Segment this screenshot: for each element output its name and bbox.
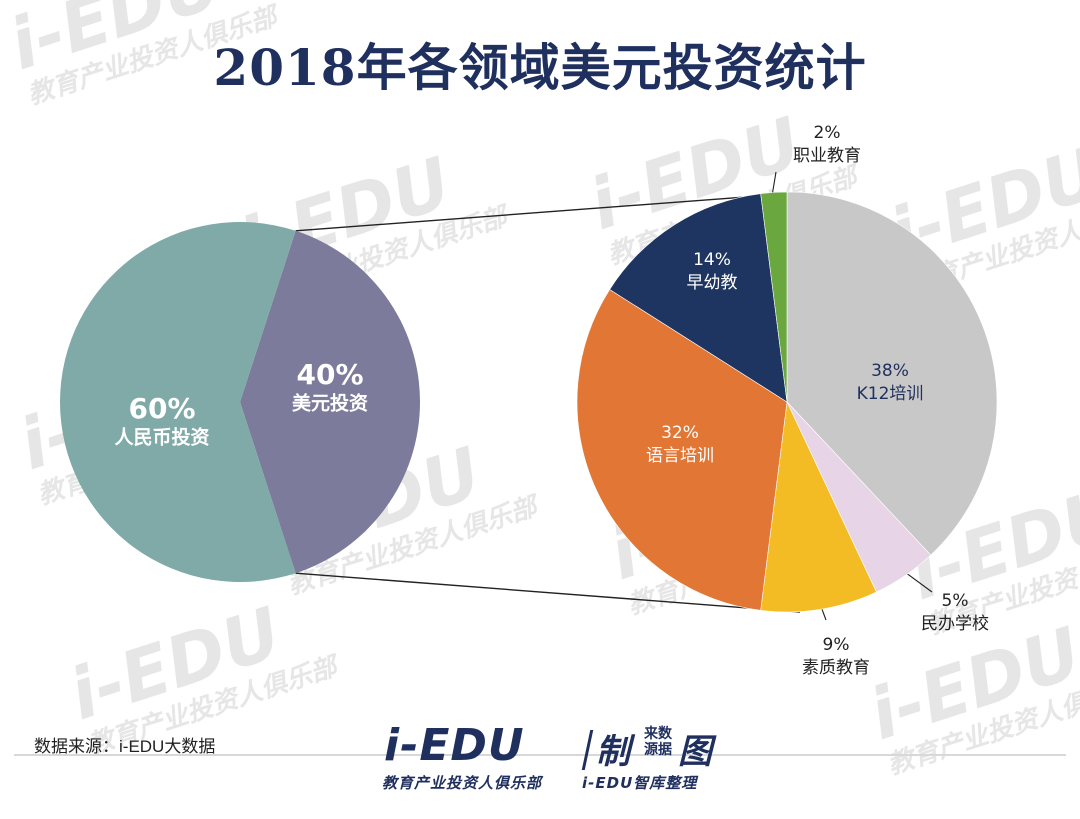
connector-top bbox=[295, 194, 773, 232]
brand-logo: i-EDU 制 来数 源据 图 教育产业投资人俱乐部 i-EDU智库整理 bbox=[382, 720, 742, 810]
slice-4 bbox=[609, 193, 788, 403]
label-rmb-value: 60% bbox=[128, 392, 195, 425]
label-quality-value: 9% bbox=[823, 635, 850, 655]
label-quality: 9% 素质教育 bbox=[802, 635, 870, 678]
label-language-value: 32% bbox=[661, 423, 699, 443]
logo-tu-text: 图 bbox=[678, 732, 712, 772]
label-early-category: 早幼教 bbox=[687, 273, 738, 293]
leader-vocational bbox=[771, 171, 777, 197]
logo-tagline: 教育产业投资人俱乐部 bbox=[382, 774, 543, 792]
logo-source-top: 来数 bbox=[644, 726, 672, 742]
label-vocational-category: 职业教育 bbox=[793, 146, 861, 166]
chart-title: 2018年各领域美元投资统计 bbox=[213, 38, 867, 97]
label-language: 32% 语言培训 bbox=[646, 423, 714, 466]
slice-0 bbox=[786, 191, 998, 556]
logo-source-block: 来数 源据 bbox=[638, 726, 678, 758]
logo-source-bottom: 源据 bbox=[644, 742, 672, 758]
label-k12: 38% K12培训 bbox=[857, 361, 924, 404]
label-private-school: 5% 民办学校 bbox=[921, 591, 989, 634]
label-rmb-category: 人民币投资 bbox=[114, 426, 209, 449]
currency-pie bbox=[60, 222, 421, 582]
footer-divider bbox=[14, 754, 1066, 756]
label-vocational-value: 2% bbox=[814, 123, 841, 143]
logo-credit: i-EDU智库整理 bbox=[582, 774, 698, 792]
data-source-note: 数据来源：i-EDU大数据 bbox=[34, 737, 216, 756]
slice-3 bbox=[576, 289, 788, 611]
label-k12-category: K12培训 bbox=[857, 384, 924, 404]
label-language-category: 语言培训 bbox=[646, 446, 714, 466]
label-private-school-value: 5% bbox=[942, 591, 969, 611]
label-k12-value: 38% bbox=[871, 361, 909, 381]
slice-usd bbox=[240, 230, 421, 574]
connector-bottom bbox=[295, 572, 801, 613]
logo-zhi-text: 制 bbox=[596, 732, 630, 772]
label-usd-value: 40% bbox=[296, 358, 363, 391]
logo-brand-text: i-EDU bbox=[384, 720, 525, 771]
label-usd: 40%美元投资 bbox=[292, 358, 368, 415]
slice-2 bbox=[760, 400, 877, 613]
label-vocational: 2% 职业教育 bbox=[793, 123, 861, 166]
label-usd-category: 美元投资 bbox=[292, 392, 368, 415]
slice-rmb bbox=[60, 222, 296, 582]
label-early: 14% 早幼教 bbox=[687, 250, 738, 293]
label-rmb: 60%人民币投资 bbox=[114, 392, 209, 449]
logo-divider bbox=[581, 730, 594, 770]
label-early-value: 14% bbox=[693, 250, 731, 270]
slice-5 bbox=[760, 191, 788, 403]
label-quality-category: 素质教育 bbox=[802, 658, 870, 678]
pie-labels: 60%人民币投资 40%美元投资 38% K12培训 32% 语言培训 14% 早幼教 2% 职业… bbox=[114, 123, 989, 678]
label-private-school-category: 民办学校 bbox=[921, 614, 989, 634]
sector-pie bbox=[576, 191, 998, 613]
